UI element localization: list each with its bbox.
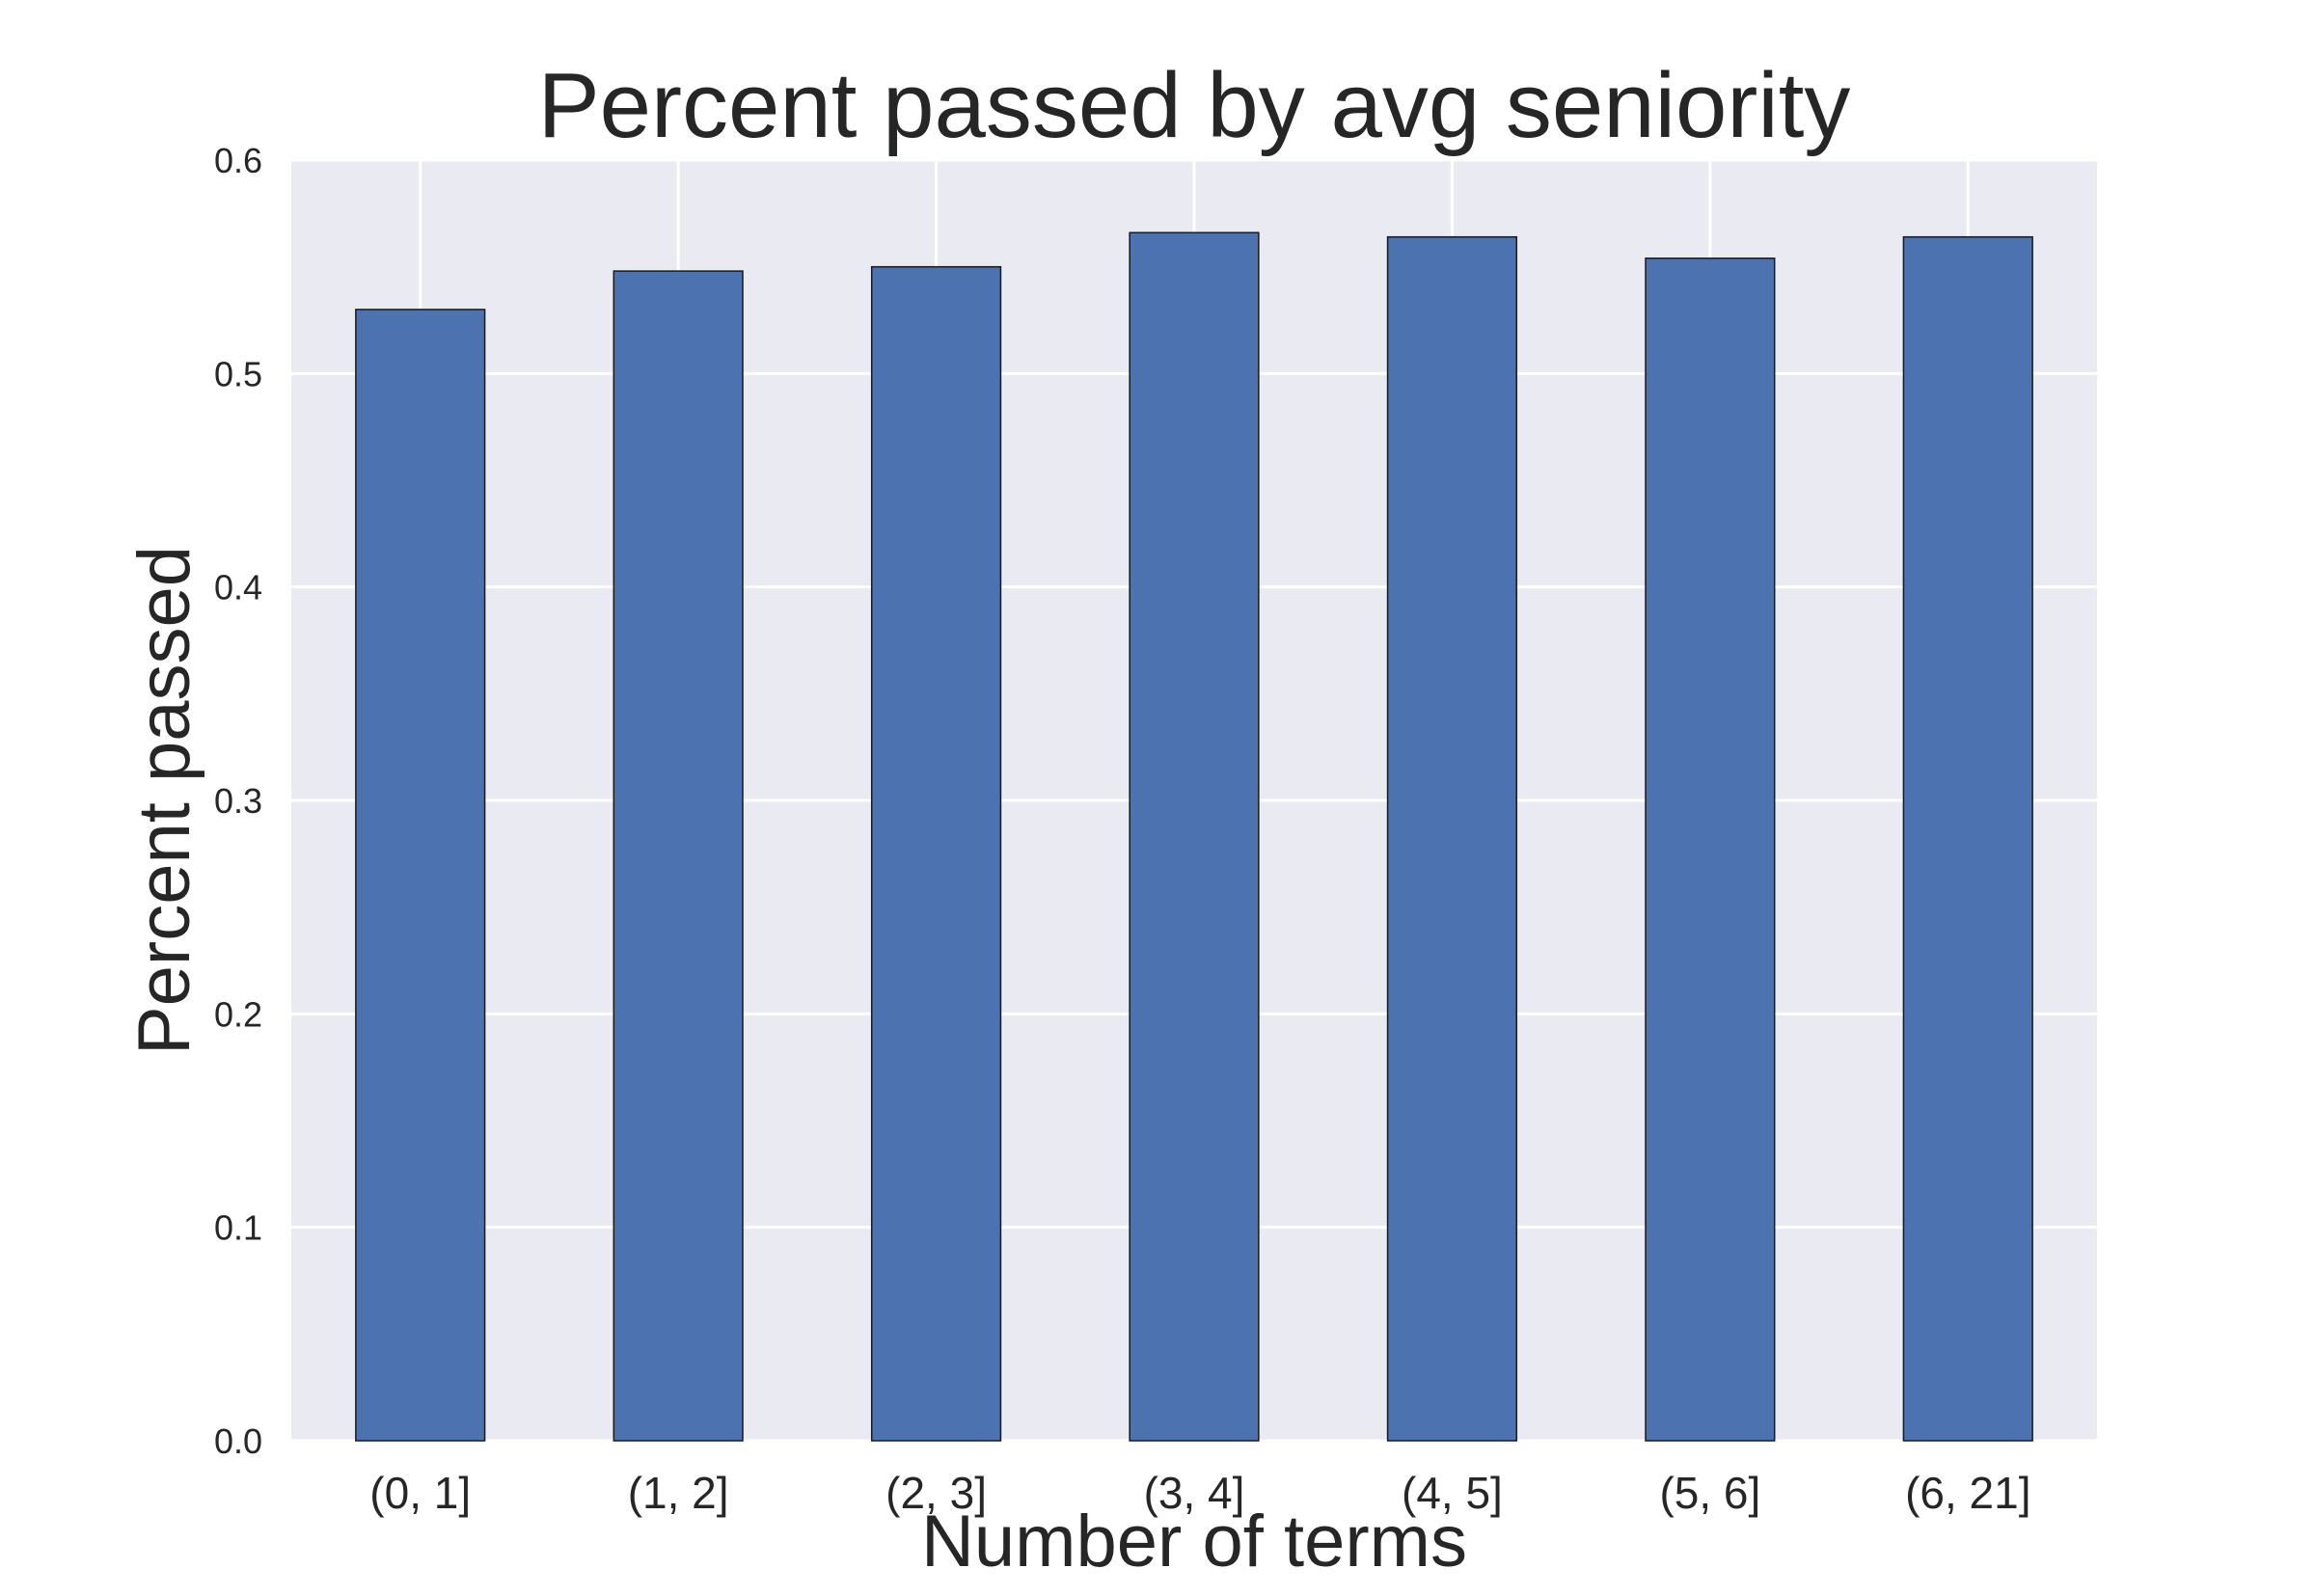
x-tick-label: (5, 6] xyxy=(1659,1468,1760,1518)
y-tick-label: 0.5 xyxy=(214,354,262,393)
x-tick-label: (0, 1] xyxy=(369,1468,471,1518)
y-axis-label: Percent passed xyxy=(123,546,205,1055)
bar xyxy=(355,309,486,1442)
x-tick-label: (6, 21] xyxy=(1905,1468,2030,1518)
y-tick-label: 0.1 xyxy=(214,1208,262,1248)
y-tick-label: 0.2 xyxy=(214,994,262,1034)
bar xyxy=(613,270,744,1442)
y-axis-ticks: 0.0 0.1 0.2 0.3 0.4 0.5 0.6 xyxy=(214,141,262,1461)
x-axis-ticks: (0, 1] (1, 2] (2, 3] (3, 4] (4, 5] (5, 6] (6, … xyxy=(369,1468,2030,1518)
y-tick-label: 0.3 xyxy=(214,781,262,821)
bar xyxy=(1129,231,1260,1442)
bar xyxy=(1386,235,1518,1442)
bar xyxy=(870,265,1002,1442)
x-axis-label: Number of terms xyxy=(921,1501,1467,1582)
bar xyxy=(1645,257,1776,1442)
bar xyxy=(1902,235,2033,1442)
x-tick-label: (3, 4] xyxy=(1144,1468,1245,1518)
y-tick-label: 0.0 xyxy=(214,1421,262,1461)
bars xyxy=(355,231,2033,1442)
x-tick-label: (1, 2] xyxy=(628,1468,729,1518)
y-tick-label: 0.6 xyxy=(214,141,262,180)
chart-title: Percent passed by avg seniority xyxy=(538,54,1851,157)
x-tick-label: (2, 3] xyxy=(885,1468,987,1518)
y-tick-label: 0.4 xyxy=(214,568,262,608)
x-tick-label: (4, 5] xyxy=(1402,1468,1503,1518)
